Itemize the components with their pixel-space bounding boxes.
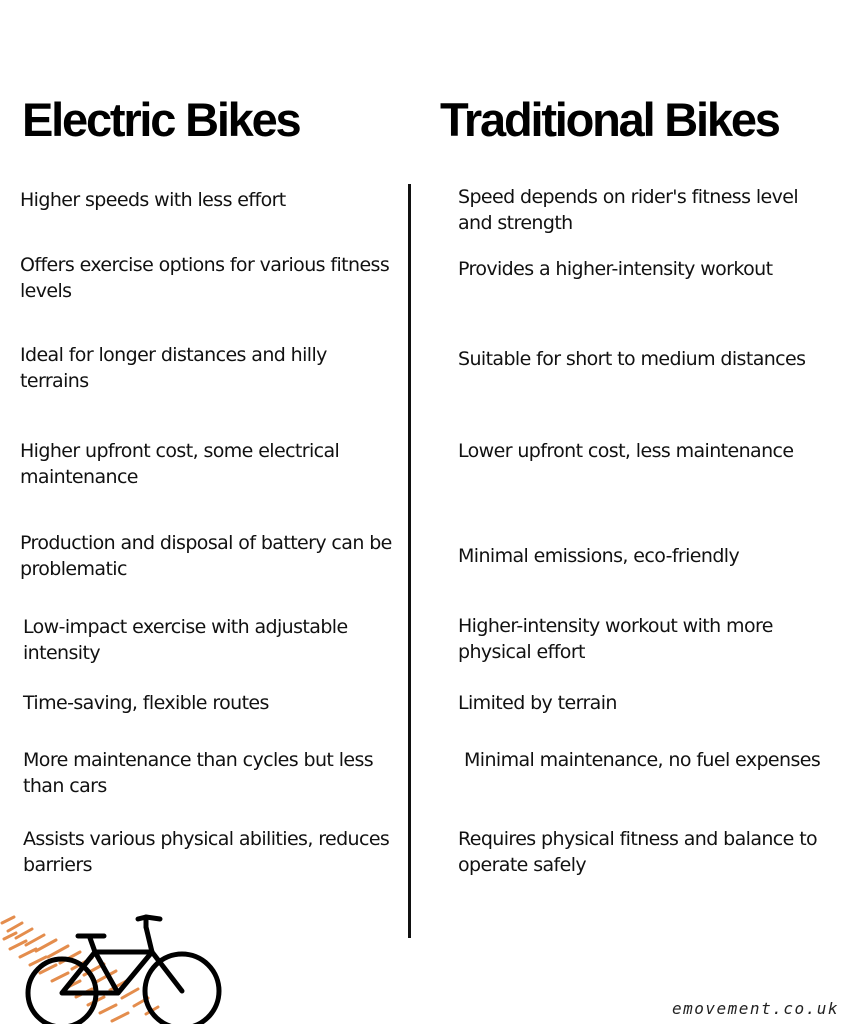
bicycle-icon	[25, 914, 222, 1024]
traditional-point: Minimal maintenance, no fuel expenses	[464, 749, 821, 771]
traditional-point: Higher-intensity workout with more physi…	[458, 615, 773, 663]
electric-point: Offers exercise options for various fitn…	[20, 254, 390, 302]
traditional-point: Provides a higher-intensity workout	[458, 258, 773, 280]
electric-point: Time-saving, flexible routes	[23, 692, 269, 714]
traditional-point: Lower upfront cost, less maintenance	[458, 440, 794, 462]
bicycle-illustration	[0, 914, 222, 1024]
electric-point: Ideal for longer distances and hilly ter…	[20, 344, 327, 392]
traditional-bikes-heading: Traditional Bikes	[440, 93, 781, 146]
electric-point: Low-impact exercise with adjustable inte…	[23, 616, 348, 664]
electric-bikes-heading: Electric Bikes	[22, 93, 302, 146]
traditional-point: Speed depends on rider's fitness level a…	[458, 186, 799, 234]
traditional-point: Limited by terrain	[458, 692, 617, 714]
traditional-point: Minimal emissions, eco-friendly	[458, 545, 740, 567]
electric-point: Higher upfront cost, some electrical mai…	[20, 440, 340, 488]
website-url: emovement.co.uk	[672, 999, 839, 1018]
traditional-point: Requires physical fitness and balance to…	[458, 828, 818, 876]
traditional-point: Suitable for short to medium distances	[458, 348, 806, 370]
electric-point: More maintenance than cycles but less th…	[23, 749, 374, 797]
electric-point: Assists various physical abilities, redu…	[23, 828, 390, 876]
electric-point: Higher speeds with less effort	[20, 189, 286, 211]
electric-point: Production and disposal of battery can b…	[20, 532, 392, 580]
column-divider	[408, 184, 411, 938]
